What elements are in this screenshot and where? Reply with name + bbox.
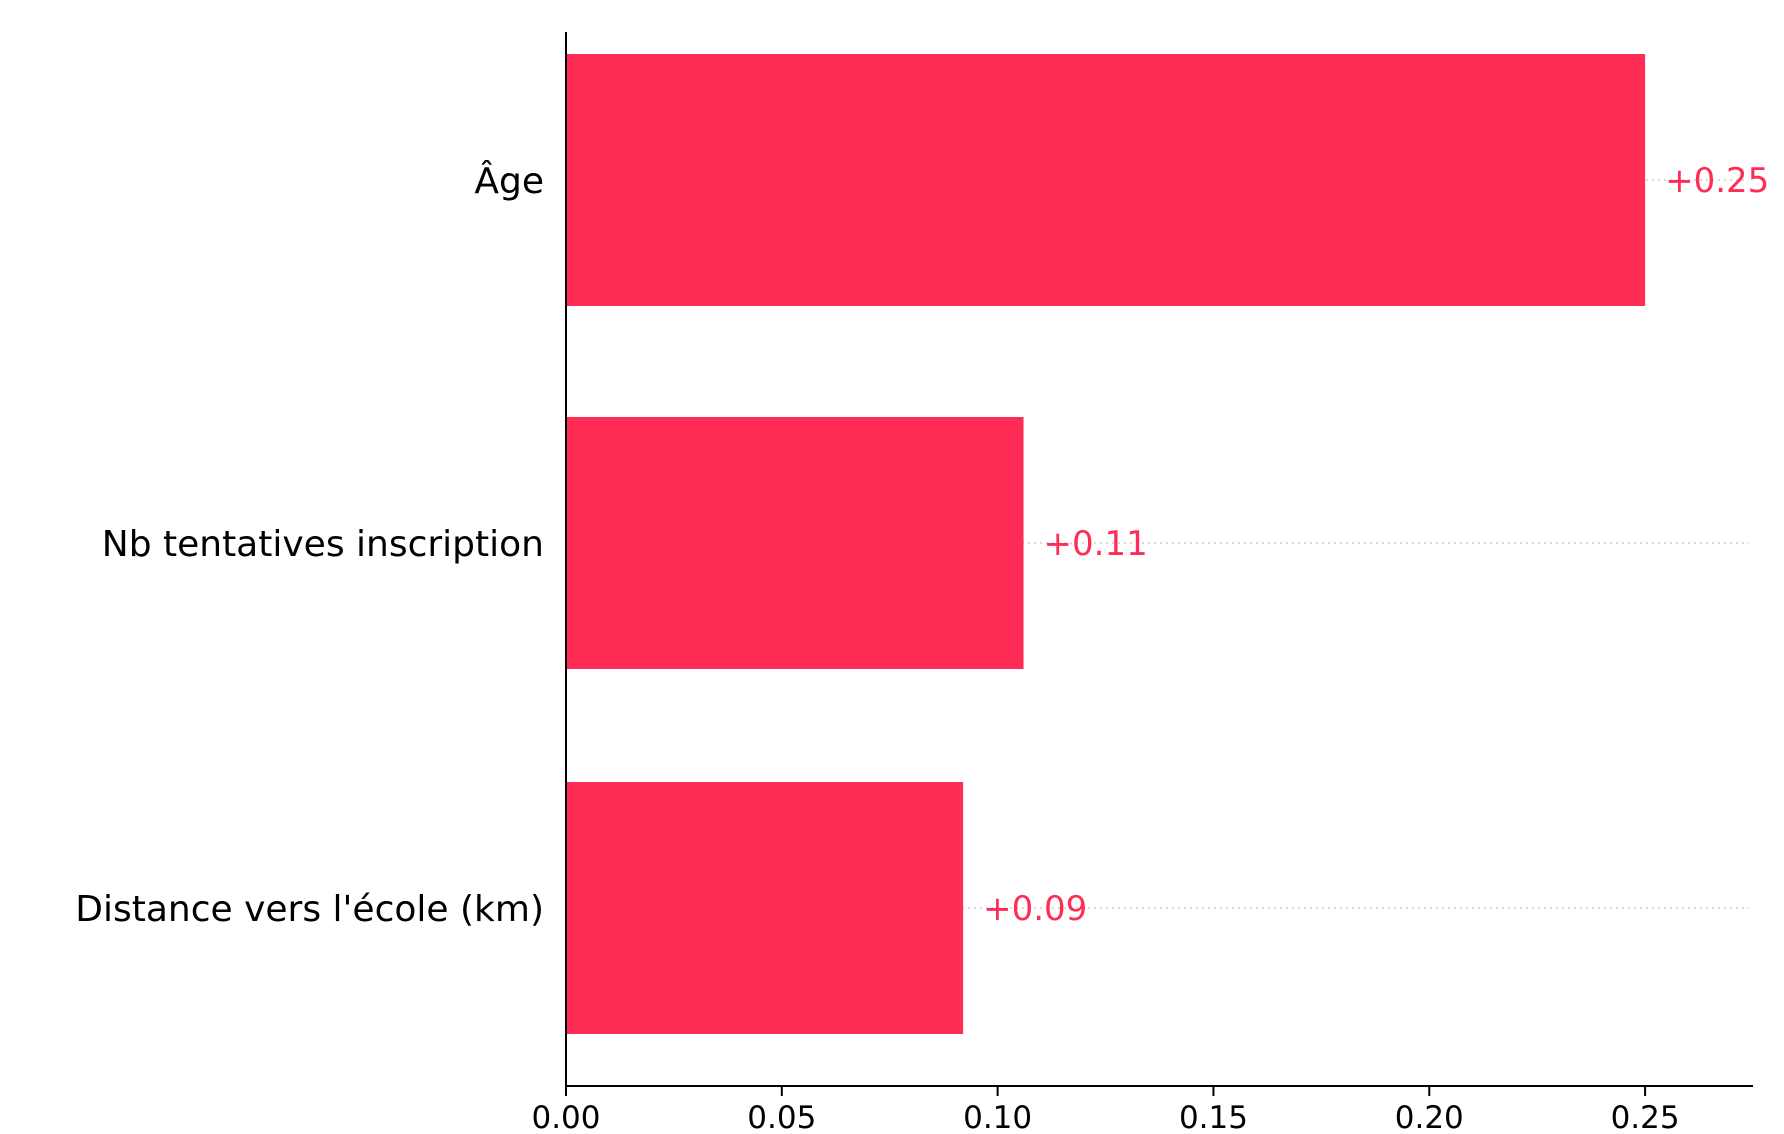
x-tick-label: 0.10 (963, 1100, 1032, 1134)
category-label: Âge (474, 160, 544, 202)
category-label: Distance vers l'école (km) (75, 889, 544, 930)
category-labels: Âge Nb tentatives inscription Distance ver… (75, 160, 544, 930)
x-tick-label: 0.25 (1611, 1100, 1680, 1134)
x-ticks: 0.00 0.05 0.10 0.15 0.20 0.25 (531, 1086, 1679, 1134)
x-tick-label: 0.15 (1179, 1100, 1248, 1134)
x-tick-label: 0.05 (747, 1100, 816, 1134)
x-tick-label: 0.00 (531, 1100, 600, 1134)
category-label: Nb tentatives inscription (102, 524, 544, 565)
data-label: +0.09 (983, 889, 1087, 929)
data-label: +0.25 (1665, 161, 1769, 201)
bar (566, 417, 1024, 669)
bar (566, 782, 963, 1034)
bar (566, 54, 1645, 306)
x-tick-label: 0.20 (1395, 1100, 1464, 1134)
data-label: +0.11 (1044, 524, 1148, 564)
